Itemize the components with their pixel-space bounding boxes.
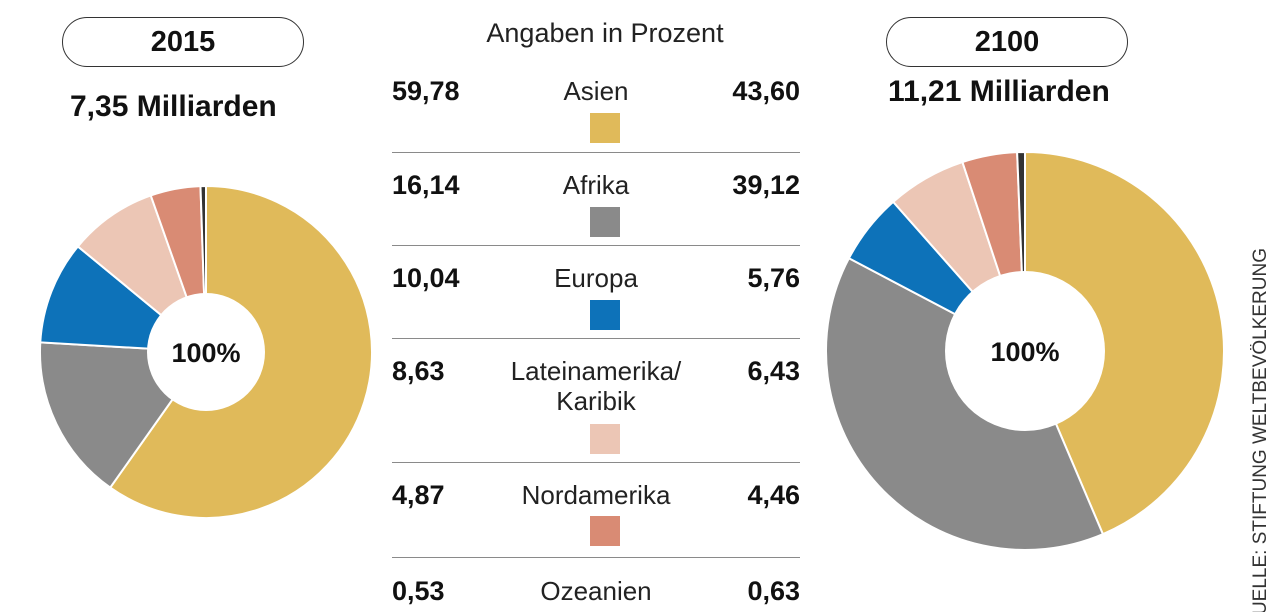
value-2015-europa: 10,04 [392, 263, 460, 293]
swatch-europa [590, 300, 620, 330]
swatch-lateinamerika [590, 424, 620, 454]
swatch-nordamerika [590, 516, 620, 546]
legend-divider [392, 338, 800, 339]
donut-chart-2100: 100% [825, 151, 1225, 551]
region-name-lateinamerika-line1: Lateinamerika/ [510, 356, 682, 386]
donut-slice-afrika [825, 256, 1105, 551]
value-2015-nordamerika: 4,87 [392, 480, 445, 510]
donut-hole [147, 293, 265, 411]
donut-slice-asien [1024, 151, 1225, 536]
total-population-2100: 11,21 Milliarden [888, 75, 1110, 108]
value-2100-nordamerika: 4,46 [747, 480, 800, 510]
region-name-lateinamerika-line2: Karibik [556, 386, 636, 416]
legend-divider [392, 245, 800, 246]
legend-divider [392, 462, 800, 463]
swatch-asien [590, 113, 620, 143]
source-credit-container: QUELLE: STIFTUNG WELTBEVÖLKERUNG [1244, 0, 1280, 612]
year-pill-2015: 2015 [62, 17, 304, 67]
legend-divider [392, 557, 800, 558]
total-population-2015: 7,35 Milliarden [70, 90, 277, 123]
value-2100-asien: 43,60 [732, 76, 800, 106]
region-name-nordamerika: Nordamerika [521, 480, 671, 510]
donut-chart-2015: 100% [39, 184, 373, 519]
donut-hole [945, 271, 1105, 431]
value-2100-europa: 5,76 [747, 263, 800, 293]
region-name-lateinamerika: Lateinamerika/ Karibik [492, 356, 700, 416]
region-name-europa: Europa [554, 263, 638, 293]
year-pill-2100: 2100 [886, 17, 1128, 67]
center-label-2015: 100% [171, 338, 240, 368]
source-credit: QUELLE: STIFTUNG WELTBEVÖLKERUNG [1250, 248, 1271, 612]
value-2015-ozeanien: 0,53 [392, 576, 445, 606]
region-name-ozeanien: Ozeanien [540, 576, 652, 606]
value-2100-afrika: 39,12 [732, 170, 800, 200]
value-2015-lateinamerika: 8,63 [392, 356, 445, 386]
legend-divider [392, 152, 800, 153]
region-name-afrika: Afrika [562, 170, 630, 200]
value-2015-afrika: 16,14 [392, 170, 460, 200]
value-2015-asien: 59,78 [392, 76, 460, 106]
value-2100-lateinamerika: 6,43 [747, 356, 800, 386]
center-label-2100: 100% [990, 337, 1059, 367]
year-label-2100: 2100 [974, 25, 1040, 58]
chart-subtitle: Angaben in Prozent [486, 18, 724, 48]
year-label-2015: 2015 [150, 25, 216, 58]
swatch-afrika [590, 207, 620, 237]
region-name-asien: Asien [563, 76, 629, 106]
value-2100-ozeanien: 0,63 [747, 576, 800, 606]
